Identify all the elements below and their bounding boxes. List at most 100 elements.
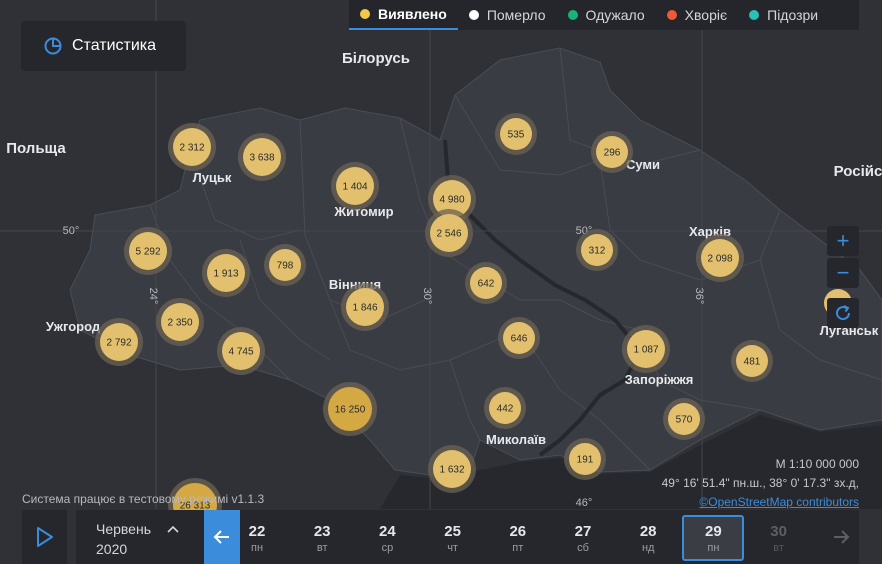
weekday-label: сб <box>577 542 589 554</box>
plus-icon: + <box>836 228 850 253</box>
cluster-dnipro[interactable]: 1 087 <box>622 325 670 373</box>
cluster-kharkiv[interactable]: 2 098 <box>696 234 744 282</box>
cluster-count: 570 <box>676 415 693 426</box>
filter-suspected[interactable]: Підозри <box>738 0 829 30</box>
cluster-count: 191 <box>577 455 594 466</box>
osm-attribution-link[interactable]: ©OpenStreetMap contributors <box>699 495 859 509</box>
cluster-kirovohrad[interactable]: 646 <box>498 317 540 359</box>
cluster-kyiv-obl[interactable]: 2 546 <box>425 209 473 257</box>
cluster-count: 1 913 <box>213 269 238 280</box>
cluster-cherkasy[interactable]: 642 <box>465 262 507 304</box>
day-number: 23 <box>313 523 331 540</box>
day-27[interactable]: 27 сб <box>552 515 614 561</box>
zoom-in-button[interactable]: + <box>827 226 859 256</box>
cluster-volyn[interactable]: 2 312 <box>168 123 216 171</box>
cluster-count: 312 <box>589 246 606 257</box>
cursor-coordinates: 49° 16' 51.4" пн.ш., 38° 0' 17.3" зх.д, <box>661 476 859 490</box>
cluster-count: 16 250 <box>335 405 366 416</box>
statistics-button-label: Статистика <box>72 37 157 54</box>
map-label-polshcha: Польща <box>6 140 66 157</box>
reset-view-button[interactable] <box>827 298 859 328</box>
cluster-khmelnytskyi[interactable]: 798 <box>264 244 306 286</box>
month-label: Червень <box>96 521 151 537</box>
graticule-label: 50° <box>63 225 80 237</box>
day-30: 30 вт <box>748 515 810 561</box>
cluster-marker <box>269 249 301 281</box>
cluster-count: 642 <box>478 279 495 290</box>
cluster-lviv[interactable]: 5 292 <box>124 227 172 275</box>
zoom-out-button[interactable]: − <box>827 258 859 288</box>
day-number: 30 <box>770 523 787 540</box>
day-29[interactable]: 29 пн <box>682 515 745 561</box>
cluster-count: 481 <box>744 357 761 368</box>
cluster-chernihiv[interactable]: 535 <box>495 113 537 155</box>
cluster-marker <box>470 267 502 299</box>
cluster-marker <box>328 387 372 431</box>
weekday-label: вт <box>316 542 328 554</box>
cluster-odesa[interactable]: 1 632 <box>428 445 476 493</box>
cluster-count: 798 <box>277 261 294 272</box>
cluster-marker <box>207 254 245 292</box>
cluster-ternopil[interactable]: 1 913 <box>202 249 250 297</box>
cluster-mykolaiv[interactable]: 442 <box>484 387 526 429</box>
cluster-odesa-north[interactable]: 16 250 <box>323 382 377 436</box>
day-number: 28 <box>639 523 657 540</box>
map-label-rosiis: Російс <box>834 163 882 180</box>
scale-text: M 1:10 000 000 <box>775 457 859 471</box>
day-28[interactable]: 28 нд <box>617 515 679 561</box>
graticule-label: 46° <box>576 497 593 509</box>
play-icon <box>36 527 53 547</box>
play-button[interactable] <box>22 510 67 564</box>
filter-sick[interactable]: Хворіє <box>656 0 738 30</box>
cluster-donetsk[interactable]: 481 <box>731 340 773 382</box>
filter-label: Одужало <box>585 7 645 23</box>
next-days-button[interactable] <box>823 510 859 564</box>
weekday-label: пн <box>250 542 264 554</box>
cluster-marker <box>736 345 768 377</box>
cluster-marker <box>129 232 167 270</box>
recovered-dot-icon <box>567 10 578 20</box>
day-22[interactable]: 22 пн <box>226 515 288 561</box>
cluster-ivano-frankivsk[interactable]: 2 350 <box>156 298 204 346</box>
refresh-icon <box>836 305 851 321</box>
cluster-count: 3 638 <box>249 153 274 164</box>
weekday-label: пт <box>512 542 524 554</box>
cluster-marker <box>100 323 138 361</box>
cluster-marker <box>161 303 199 341</box>
cluster-vinnytsia[interactable]: 1 846 <box>341 283 389 331</box>
cluster-kherson[interactable]: 191 <box>564 438 606 480</box>
cluster-chernivtsi[interactable]: 4 745 <box>217 327 265 375</box>
day-25[interactable]: 25 чт <box>422 515 484 561</box>
map-label-sumy: Суми <box>626 157 660 172</box>
cluster-count: 296 <box>604 148 621 159</box>
filter-detected[interactable]: Виявлено <box>349 0 458 30</box>
day-24[interactable]: 24 ср <box>356 515 418 561</box>
day-23[interactable]: 23 вт <box>291 515 353 561</box>
cluster-rivne[interactable]: 3 638 <box>238 133 286 181</box>
filter-label: Виявлено <box>378 6 447 22</box>
cluster-zhytomyr[interactable]: 1 404 <box>331 162 379 210</box>
cluster-sumy[interactable]: 296 <box>591 131 633 173</box>
previous-days-button[interactable] <box>204 510 240 564</box>
cluster-poltava[interactable]: 312 <box>576 229 618 271</box>
month-selector[interactable]: Червень 2020 <box>76 510 204 564</box>
statistics-button[interactable]: Статистика <box>21 21 186 71</box>
year-label: 2020 <box>96 541 128 557</box>
cluster-count: 2 312 <box>179 143 204 154</box>
cluster-zaporizhzhia[interactable]: 570 <box>663 398 705 440</box>
cluster-marker <box>701 239 739 277</box>
map-label-uzhhorod: Ужгород <box>46 319 101 334</box>
cluster-count: 4 980 <box>439 195 464 206</box>
day-number: 22 <box>248 523 266 540</box>
dnipro-river <box>443 139 643 457</box>
chevron-up-icon <box>167 525 179 533</box>
filter-died[interactable]: Померло <box>458 0 557 30</box>
cluster-count: 1 087 <box>633 345 658 356</box>
detected-dot-icon <box>360 9 370 19</box>
day-26[interactable]: 26 пт <box>487 515 549 561</box>
cluster-zakarpattia[interactable]: 2 792 <box>95 318 143 366</box>
black-sea <box>380 415 882 509</box>
cluster-marker <box>489 392 521 424</box>
filter-recovered[interactable]: Одужало <box>557 0 656 30</box>
